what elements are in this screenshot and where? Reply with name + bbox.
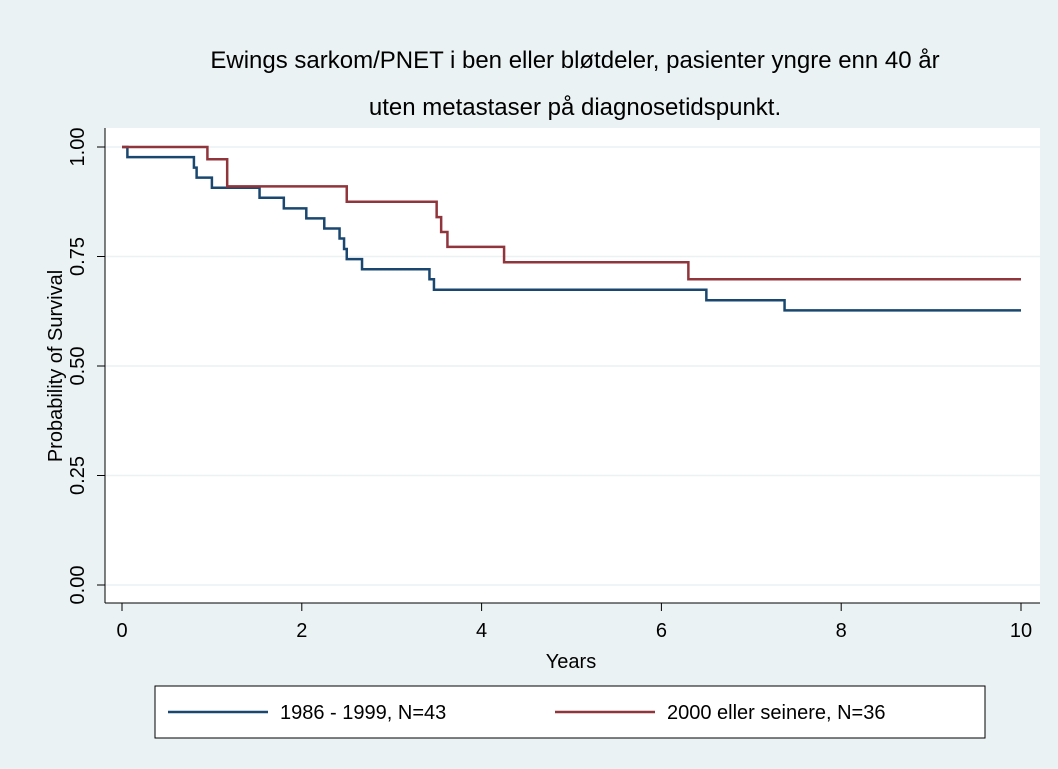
x-tick-label: 10 (1010, 620, 1032, 642)
y-tick-label: 0.00 (67, 566, 89, 605)
legend-label: 2000 eller seinere, N=36 (667, 702, 885, 724)
x-tick-label: 4 (476, 620, 487, 642)
y-tick-label: 0.50 (67, 347, 89, 386)
chart-title: Ewings sarkom/PNET i ben eller bløtdeler… (210, 47, 939, 74)
chart-subtitle: uten metastaser på diagnosetidspunkt. (369, 94, 781, 121)
legend-label: 1986 - 1999, N=43 (280, 702, 446, 724)
x-tick-label: 8 (836, 620, 847, 642)
y-tick-label: 0.75 (67, 237, 89, 276)
legend (154, 685, 986, 739)
survival-line (122, 145, 1021, 281)
y-axis-label: Probability of Survival (45, 270, 67, 462)
survival-line (122, 145, 1021, 312)
y-tick-label: 1.00 (67, 128, 89, 167)
y-tick-label: 0.25 (67, 456, 89, 495)
x-tick-label: 0 (116, 620, 127, 642)
x-tick-label: 6 (656, 620, 667, 642)
x-axis-label: Years (546, 651, 596, 673)
x-tick-label: 2 (296, 620, 307, 642)
